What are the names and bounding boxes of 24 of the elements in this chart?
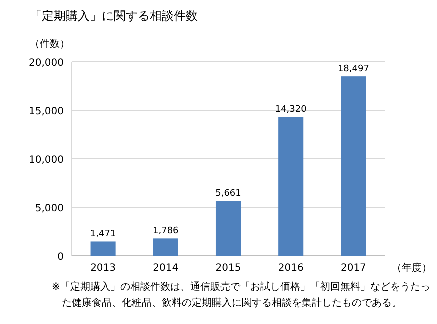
x-tick-label: 2017 [340,263,366,274]
y-tick-label: 15,000 [29,106,64,118]
data-label: 1,471 [90,230,116,240]
bar [216,201,242,256]
data-label: 1,786 [153,226,180,237]
x-tick-label: 2016 [278,263,304,274]
x-tick-label: 2013 [90,263,116,274]
bar [90,242,116,256]
data-label: 18,497 [338,64,370,75]
bar [153,238,178,256]
chart-title: 「定期購入」に関する相談件数 [30,8,198,25]
y-tick-label: 20,000 [29,58,64,69]
x-tick-label: 2014 [153,263,179,274]
y-axis-title: （件数） [30,39,70,50]
text: ※「定期購入」の相談件数は、通信販売で「お試し価格」「初回無料」などをうたった健康食品、化粧品、飲料の定期購入に関する相談を集計したものである。 [52,280,432,311]
bar [278,117,304,256]
y-tick-label: 5,000 [35,204,64,214]
y-tick-label: 10,000 [29,155,64,166]
y-tick-label: 0 [58,252,64,263]
x-tick-label: 2015 [216,263,242,274]
data-label: 5,661 [216,189,242,200]
data-label: 14,320 [275,105,308,116]
x-axis-title: （年度） [392,262,432,274]
bar [341,76,366,256]
